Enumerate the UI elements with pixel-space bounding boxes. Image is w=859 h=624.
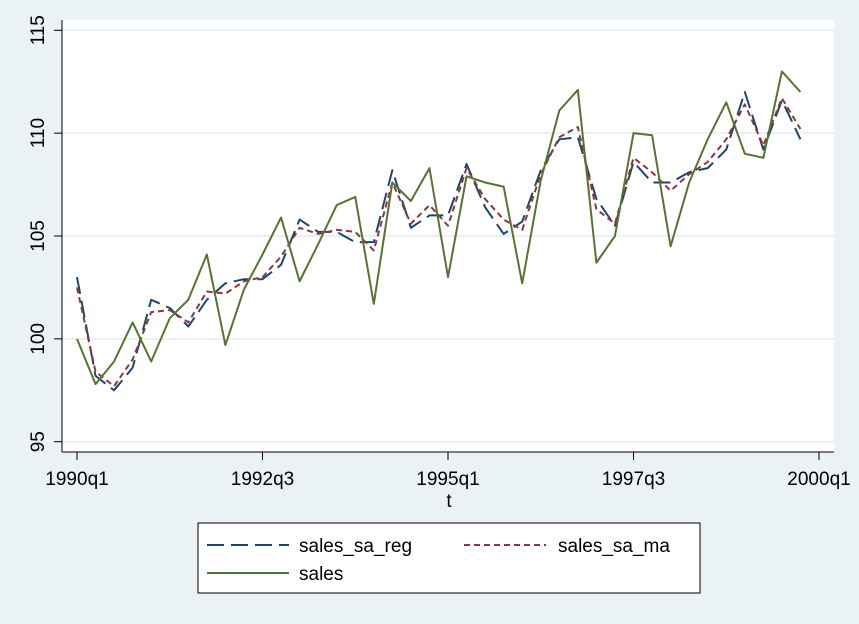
y-tick-label: 95 [28,431,49,452]
x-tick-label: 1997q3 [602,469,665,490]
y-tick-label: 115 [28,15,49,45]
axes: 95 100 105 110 115 1990q1 1992q3 1995q1 1997q3 20… [28,15,851,490]
x-tick-label: 1995q1 [416,469,479,490]
series-line-sales [76,70,802,386]
legend-label-sales_sa_ma: sales_sa_ma [558,536,670,557]
y-tick-label: 100 [28,323,49,355]
grid [62,29,834,443]
x-tick-label: 1992q3 [231,469,294,490]
x-tick-label: 2000q1 [787,469,850,490]
y-tick-label: 110 [28,118,49,148]
x-tick-label: 1990q1 [45,469,108,490]
legend-label-sales_sa_reg: sales_sa_reg [299,536,412,557]
y-tick-label: 105 [28,220,49,252]
legend-label-sales: sales [299,564,343,585]
x-axis-title: t [446,491,452,512]
series-group [76,70,802,392]
legend-box [197,522,701,594]
series-line-sales_sa_ma [76,97,802,388]
